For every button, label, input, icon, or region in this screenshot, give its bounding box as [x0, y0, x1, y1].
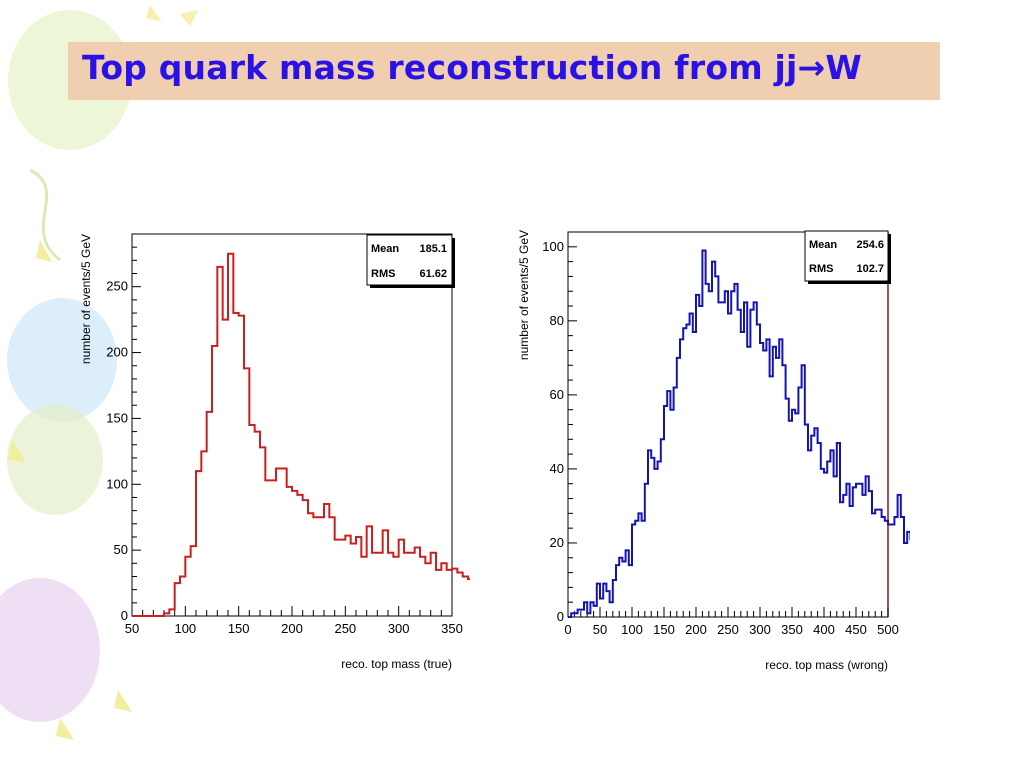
histogram-right: 0 20 40 60 80 100 0 50 100 150 200 250 300 350 400 450… [517, 230, 910, 672]
stats-rms-label-right: RMS [809, 263, 833, 275]
x-tick-label: 250 [334, 621, 356, 636]
y-tick-label: 60 [550, 387, 564, 402]
x-tick-label: 350 [441, 621, 463, 636]
y-tick-label: 0 [557, 609, 564, 624]
stats-mean-label-left: Mean [371, 243, 399, 255]
x-tick-label: 150 [653, 622, 675, 637]
y-tick-label: 50 [114, 542, 128, 557]
slide-title: Top quark mass reconstruction from jj→W [82, 48, 862, 87]
y-tick-label: 100 [542, 239, 564, 254]
histogram-series-left [132, 252, 470, 617]
x-tick-label: 150 [228, 621, 250, 636]
x-tick-label: 100 [174, 621, 196, 636]
x-tick-label: 50 [593, 622, 607, 637]
x-tick-label: 0 [564, 622, 571, 637]
stats-box-left: Mean 185.1 RMS 61.62 [366, 234, 455, 288]
stats-rms-value-right: 102.7 [856, 263, 884, 275]
y-axis-title-right: number of events/5 GeV [517, 230, 531, 360]
y-tick-label: 40 [550, 461, 564, 476]
x-axis-right: 0 50 100 150 200 250 300 350 400 450 500 [564, 607, 899, 637]
y-tick-label: 200 [106, 345, 128, 360]
plot-area-right [567, 231, 889, 618]
plot-area-left [131, 233, 453, 617]
x-axis-title-left: reco. top mass (true) [341, 657, 452, 671]
histogram-series-right [568, 249, 910, 618]
x-tick-label: 450 [845, 622, 867, 637]
y-axis-right: 0 20 40 60 80 100 [542, 231, 577, 624]
y-axis-left: 0 50 100 150 200 250 [106, 233, 141, 623]
x-tick-label: 400 [813, 622, 835, 637]
y-tick-label: 0 [121, 608, 128, 623]
x-tick-label: 50 [125, 621, 139, 636]
stats-mean-value-left: 185.1 [419, 243, 447, 255]
x-tick-label: 300 [388, 621, 410, 636]
y-tick-label: 80 [550, 313, 564, 328]
y-axis-title-left: number of events/5 GeV [79, 234, 93, 364]
x-tick-label: 200 [281, 621, 303, 636]
y-tick-label: 100 [106, 476, 128, 491]
plot-frame-left [131, 233, 453, 617]
x-tick-label: 300 [749, 622, 771, 637]
x-tick-label: 200 [685, 622, 707, 637]
stats-box-right: Mean 254.6 RMS 102.7 [804, 230, 891, 284]
y-tick-label: 150 [106, 410, 128, 425]
stats-rms-label-left: RMS [371, 268, 395, 280]
stats-rms-value-left: 61.62 [419, 268, 447, 280]
x-tick-label: 100 [621, 622, 643, 637]
stats-mean-label-right: Mean [809, 239, 837, 251]
stats-box-frame-right [804, 230, 889, 282]
title-bar: Top quark mass reconstruction from jj→W [68, 42, 940, 100]
stats-box-frame-left [366, 234, 453, 286]
y-tick-label: 20 [550, 535, 564, 550]
stats-mean-value-right: 254.6 [856, 239, 884, 251]
x-tick-label: 250 [717, 622, 739, 637]
x-tick-label: 500 [877, 622, 899, 637]
histogram-line-left [132, 252, 470, 617]
plot-frame-right [567, 231, 889, 618]
x-tick-label: 350 [781, 622, 803, 637]
histogram-line-right [568, 249, 910, 618]
y-tick-label: 250 [106, 279, 128, 294]
x-axis-title-right: reco. top mass (wrong) [765, 658, 888, 672]
x-axis-left: 50 100 150 200 250 300 350 [125, 606, 463, 636]
